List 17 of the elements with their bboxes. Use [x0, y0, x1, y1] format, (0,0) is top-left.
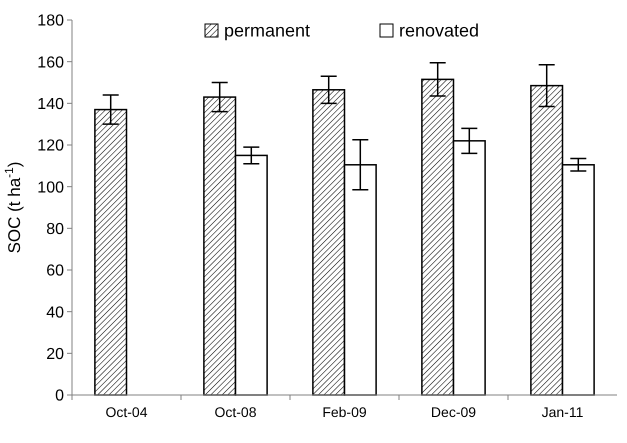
y-tick-label: 160	[37, 54, 64, 72]
y-tick-label: 0	[55, 388, 64, 405]
y-tick-label: 120	[37, 138, 64, 155]
y-tick-label: 20	[46, 346, 64, 363]
y-tick-label: 60	[46, 262, 64, 280]
x-tick-label: Oct-04	[105, 404, 148, 420]
y-tick-label: 140	[37, 96, 64, 113]
y-tick-label: 40	[46, 304, 64, 322]
x-tick-label: Jan-11	[542, 404, 584, 420]
legend-label: permanent	[224, 20, 310, 40]
y-tick-label: 180	[37, 12, 64, 30]
legend-label: renovated	[399, 20, 480, 40]
x-tick-label: Dec-09	[430, 404, 476, 420]
y-tick-label: 80	[46, 220, 64, 238]
y-tick-label: 100	[37, 179, 64, 196]
x-tick-label: Feb-09	[322, 404, 367, 420]
x-tick-label: Oct-08	[214, 404, 257, 420]
